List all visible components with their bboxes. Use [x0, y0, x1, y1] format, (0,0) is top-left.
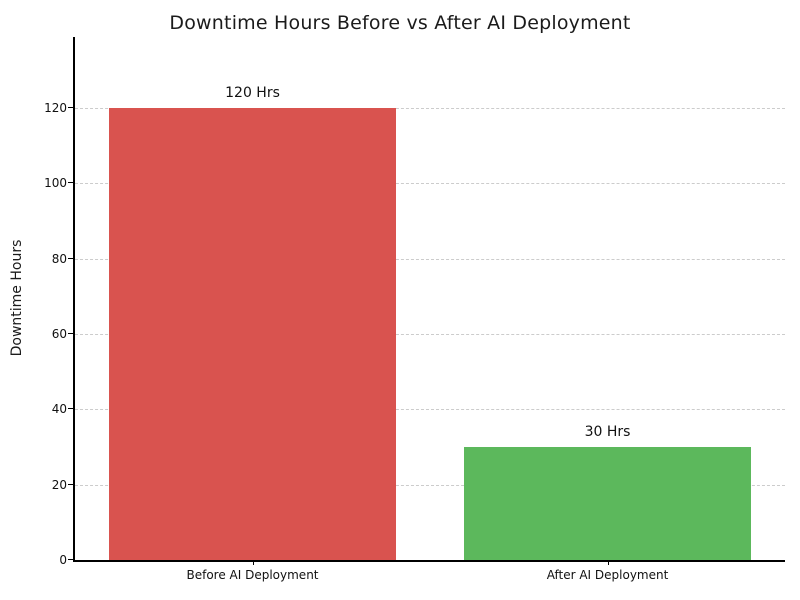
y-tick-mark [68, 106, 74, 108]
y-tick-label: 20 [51, 477, 67, 492]
y-tick-mark [68, 182, 74, 184]
y-tick-label: 100 [44, 176, 67, 191]
y-tick-mark [68, 483, 74, 485]
y-tick-label: 40 [51, 402, 67, 417]
y-tick-label: 120 [44, 100, 67, 115]
y-tick-label: 60 [51, 326, 67, 341]
gridline [75, 183, 785, 185]
y-tick-label: 80 [51, 251, 67, 266]
x-tick-label: After AI Deployment [546, 568, 669, 582]
gridline [75, 107, 785, 109]
plot-area [73, 37, 785, 562]
y-tick-label: 0 [59, 553, 67, 567]
x-tick-label: Before AI Deployment [186, 568, 319, 582]
y-axis-label: Downtime Hours [9, 239, 25, 357]
y-tick-mark [68, 257, 74, 259]
gridline [75, 333, 785, 335]
bar-before-ai-deployment [109, 107, 396, 560]
x-tick-mark [252, 560, 254, 565]
chart-title: Downtime Hours Before vs After AI Deploy… [169, 12, 631, 34]
gridline [75, 409, 785, 411]
y-tick-mark [68, 559, 74, 560]
bar-value-label: 120 Hrs [225, 84, 280, 101]
gridline [75, 258, 785, 260]
bar-after-ai-deployment [464, 446, 751, 560]
x-tick-mark [607, 560, 609, 565]
y-tick-mark [68, 332, 74, 334]
bar-value-label: 30 Hrs [584, 423, 631, 440]
y-tick-mark [68, 408, 74, 410]
gridline [75, 484, 785, 486]
